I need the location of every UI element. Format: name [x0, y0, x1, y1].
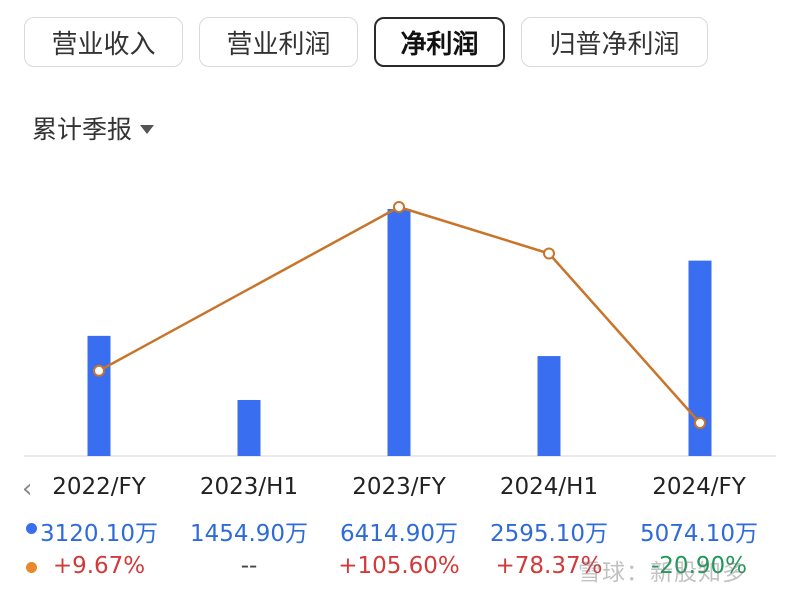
net-profit-chart [24, 201, 776, 457]
tab-attributable-net-profit[interactable]: 归普净利润 [521, 17, 708, 67]
value-label: 5074.10万 [639, 521, 759, 547]
growth-label: +105.60% [338, 553, 460, 579]
x-tick-label: 2022/FY [52, 474, 146, 500]
caret-down-icon [140, 125, 155, 134]
tab-revenue[interactable]: 营业收入 [24, 17, 183, 67]
bar-2023-H1[interactable] [237, 399, 261, 456]
bar-legend-dot [26, 523, 37, 534]
line-legend-dot [26, 562, 37, 573]
growth-point-2024-H1[interactable] [543, 247, 555, 260]
period-selector[interactable]: 累计季报 [32, 110, 155, 146]
growth-row: +9.67% -- +105.60% +78.37% -20.90% [0, 553, 800, 593]
x-axis-labels: ‹ 2022/FY 2023/H1 2023/FY 2024/H1 2024/F… [0, 474, 800, 514]
bar-2024-FY[interactable] [688, 260, 712, 456]
growth-label: +78.37% [495, 553, 603, 579]
bar-2024-H1[interactable] [537, 356, 561, 456]
x-tick-label: 2023/H1 [199, 474, 299, 500]
bar-2023-FY[interactable] [387, 209, 411, 456]
value-label: 1454.90万 [189, 521, 309, 547]
x-tick-label: 2024/FY [652, 474, 746, 500]
growth-point-2023-FY[interactable] [393, 201, 405, 213]
growth-point-2022-FY[interactable] [93, 364, 105, 377]
value-label: 3120.10万 [39, 521, 159, 547]
chevron-left-icon[interactable]: ‹ [22, 474, 33, 504]
value-label: 2595.10万 [489, 521, 609, 547]
growth-point-2024-FY[interactable] [694, 417, 706, 429]
value-label: 6414.90万 [339, 521, 459, 547]
period-selector-label: 累计季报 [32, 115, 133, 144]
value-row: 3120.10万 1454.90万 6414.90万 2595.10万 5074… [0, 514, 800, 554]
x-tick-label: 2023/FY [352, 474, 446, 500]
tab-operating-profit[interactable]: 营业利润 [199, 17, 358, 67]
growth-label: +9.67% [52, 553, 146, 579]
tab-net-profit[interactable]: 净利润 [374, 17, 505, 67]
bar-2022-FY[interactable] [87, 335, 111, 456]
x-tick-label: 2024/H1 [499, 474, 599, 500]
growth-line [98, 205, 701, 424]
metric-tabs: 营业收入 营业利润 净利润 归普净利润 [24, 17, 708, 67]
growth-label: -20.90% [651, 553, 747, 579]
watermark: 雪球：新股知多 [578, 560, 746, 586]
growth-label: -- [240, 553, 258, 579]
